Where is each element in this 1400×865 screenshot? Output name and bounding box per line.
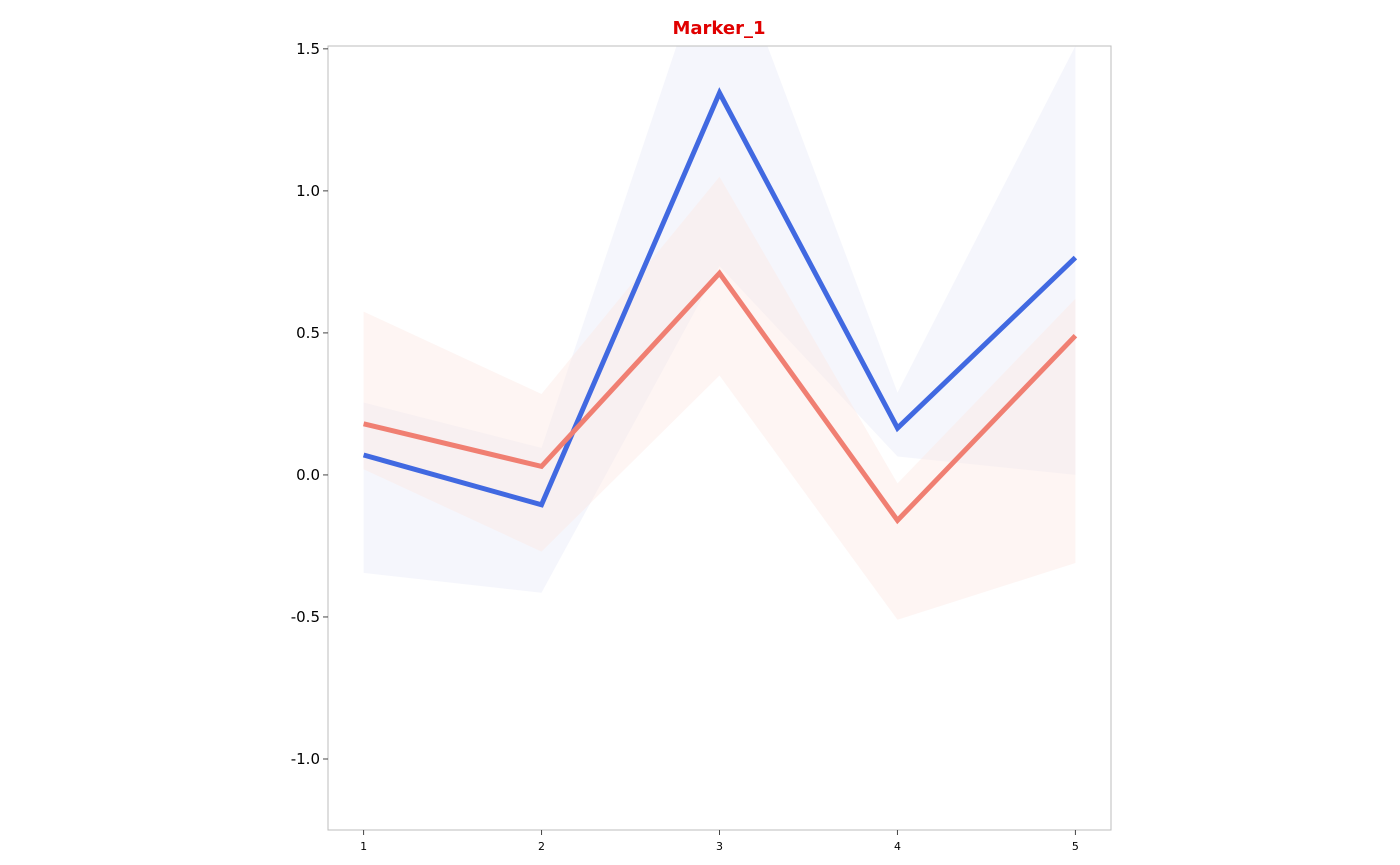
y-axis: 1.5 1.0 0.5 0.0 -0.5 -1.0 [291, 40, 328, 768]
y-tick-label: -1.0 [291, 750, 320, 768]
y-tick-label: -0.5 [291, 608, 320, 626]
x-tick-label: 5 [1072, 840, 1079, 853]
y-tick-label: 0.5 [296, 324, 320, 342]
chart-title: Marker_1 [672, 18, 765, 39]
line-series-1 [362, 87, 1078, 508]
line-series-2 [363, 269, 1078, 525]
confidence-bands [363, 46, 1076, 620]
x-tick-label: 1 [360, 840, 367, 853]
band-series-2 [363, 176, 1076, 620]
x-axis: 1 2 3 4 5 [360, 830, 1079, 853]
x-tick-label: 2 [538, 840, 545, 853]
y-tick-label: 1.5 [296, 40, 320, 58]
series-lines [362, 87, 1078, 525]
y-tick-label: 1.0 [296, 182, 320, 200]
x-tick-label: 3 [716, 840, 723, 853]
y-tick-label: 0.0 [296, 466, 320, 484]
x-tick-label: 4 [894, 840, 901, 853]
band-series-1 [363, 46, 1076, 593]
